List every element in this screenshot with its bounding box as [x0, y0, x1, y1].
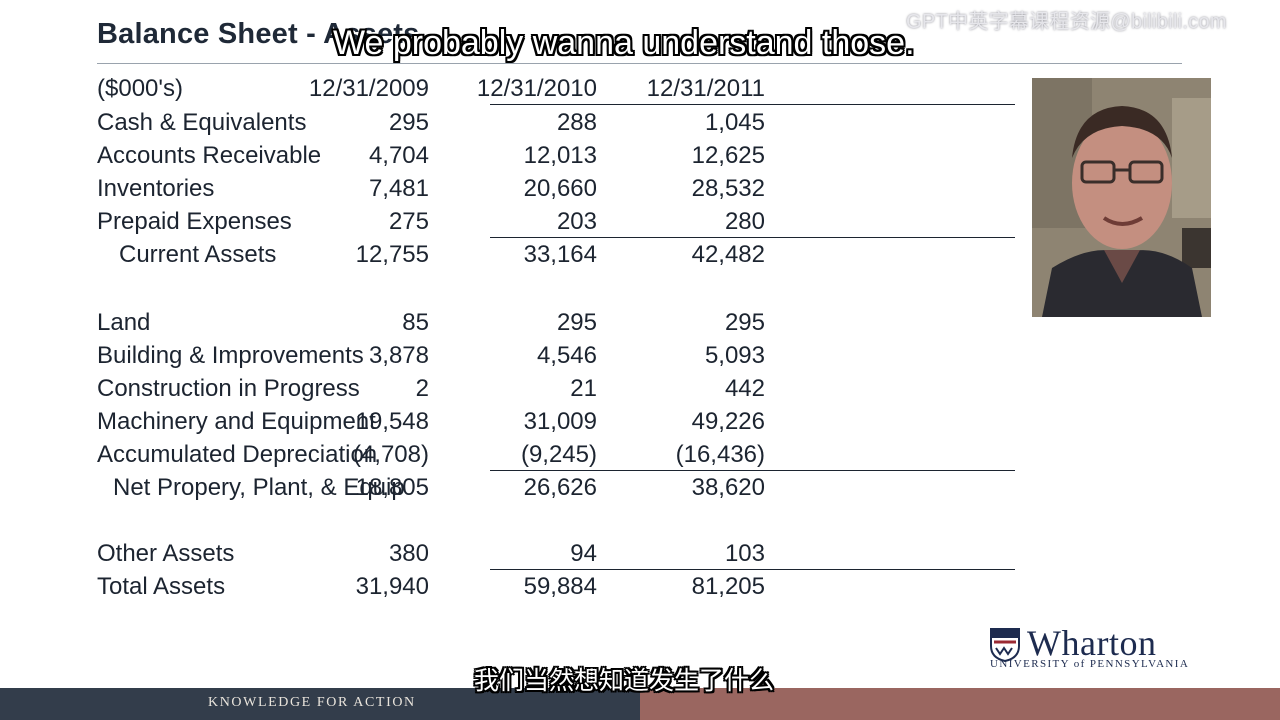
- table-row: Land 85 295 295: [0, 306, 1030, 339]
- row-value: 380: [388, 540, 429, 567]
- presenter-webcam-icon: [1032, 78, 1211, 317]
- row-value: 19,548: [355, 408, 429, 435]
- footer-bar-left: [0, 688, 640, 720]
- row-label: Net Propery, Plant, & Equip: [113, 474, 405, 501]
- row-value: 26,626: [523, 474, 597, 501]
- column-header: 12/31/2010: [476, 75, 597, 102]
- row-value: 28,532: [691, 175, 765, 202]
- row-value: 288: [556, 109, 597, 136]
- row-value: 295: [724, 309, 765, 336]
- subtotal-row: Current Assets 12,755 33,164 42,482: [0, 238, 1030, 271]
- row-value: 81,205: [691, 573, 765, 600]
- row-label: Machinery and Equipment: [97, 408, 376, 435]
- row-value: (4,708): [352, 441, 429, 468]
- penn-shield-icon: [990, 628, 1020, 662]
- subtotal-rule: [490, 237, 1015, 238]
- units-label: ($000's): [97, 75, 183, 102]
- table-row: Prepaid Expenses 275 203 280: [0, 205, 1030, 238]
- row-value: 203: [556, 208, 597, 235]
- footer-bar-right: [640, 688, 1280, 720]
- row-value: 49,226: [691, 408, 765, 435]
- row-value: 295: [556, 309, 597, 336]
- row-value: 12,013: [523, 142, 597, 169]
- row-value: 4,546: [536, 342, 597, 369]
- row-label: Prepaid Expenses: [97, 208, 292, 235]
- title-divider: [97, 63, 1182, 64]
- row-value: (16,436): [675, 441, 765, 468]
- row-value: 12,625: [691, 142, 765, 169]
- row-value: 4,704: [368, 142, 429, 169]
- table-row: Inventories 7,481 20,660 28,532: [0, 172, 1030, 205]
- row-value: 33,164: [523, 241, 597, 268]
- row-value: 59,884: [523, 573, 597, 600]
- total-row: Total Assets 31,940 59,884 81,205: [0, 570, 1030, 603]
- row-value: 3,878: [368, 342, 429, 369]
- row-value: 21: [570, 375, 597, 402]
- table-header-row: ($000's) 12/31/2009 12/31/2010 12/31/201…: [0, 72, 1030, 105]
- watermark: GPT中英字幕课程资源@bilibili.com: [906, 11, 1227, 33]
- total-rule: [490, 569, 1015, 570]
- row-value: 18,805: [355, 474, 429, 501]
- row-value: 275: [388, 208, 429, 235]
- row-value: 2: [415, 375, 429, 402]
- row-value: 280: [724, 208, 765, 235]
- row-label: Other Assets: [97, 540, 235, 567]
- row-value: 442: [724, 375, 765, 402]
- row-value: 103: [724, 540, 765, 567]
- row-label: Total Assets: [97, 573, 226, 600]
- row-value: 7,481: [368, 175, 429, 202]
- presenter-webcam: [1032, 78, 1211, 317]
- row-value: (9,245): [520, 441, 597, 468]
- row-value: 38,620: [691, 474, 765, 501]
- table-row: Accumulated Depreciation (4,708) (9,245)…: [0, 438, 1030, 471]
- row-value: 295: [388, 109, 429, 136]
- chinese-subtitle: 我们当然想知道发生了什么: [474, 666, 775, 695]
- row-value: 5,093: [704, 342, 765, 369]
- row-label: Accumulated Depreciation: [97, 441, 378, 468]
- column-header: 12/31/2009: [308, 75, 429, 102]
- column-header: 12/31/2011: [646, 75, 765, 102]
- table-row: Cash & Equivalents 295 288 1,045: [0, 106, 1030, 139]
- wharton-logo: Wharton UNIVERSITY of PENNSYLVANIA: [990, 623, 1190, 674]
- row-value: 85: [402, 309, 429, 336]
- wharton-subtitle: UNIVERSITY of PENNSYLVANIA: [990, 658, 1190, 670]
- subtotal-row: Net Propery, Plant, & Equip 18,805 26,62…: [0, 471, 1030, 504]
- row-value: 42,482: [691, 241, 765, 268]
- footer-tagline: KNOWLEDGE FOR ACTION: [208, 695, 416, 710]
- row-value: 94: [570, 540, 597, 567]
- subtotal-rule: [490, 470, 1015, 471]
- row-label: Building & Improvements: [97, 342, 364, 369]
- table-row: Building & Improvements 3,878 4,546 5,09…: [0, 339, 1030, 372]
- row-value: 20,660: [523, 175, 597, 202]
- row-value: 1,045: [704, 109, 765, 136]
- row-label: Cash & Equivalents: [97, 109, 307, 136]
- row-value: 31,940: [355, 573, 429, 600]
- row-label: Current Assets: [119, 241, 277, 268]
- table-row: Other Assets 380 94 103: [0, 537, 1030, 570]
- table-row: Machinery and Equipment 19,548 31,009 49…: [0, 405, 1030, 438]
- row-label: Accounts Receivable: [97, 142, 322, 169]
- row-label: Inventories: [97, 175, 215, 202]
- row-label: Construction in Progress: [97, 375, 360, 402]
- table-row: Accounts Receivable 4,704 12,013 12,625: [0, 139, 1030, 172]
- slide-title: Balance Sheet - Assets: [97, 18, 420, 50]
- header-underline: [490, 104, 1015, 105]
- table-row: Construction in Progress 2 21 442: [0, 372, 1030, 405]
- row-label: Land: [97, 309, 151, 336]
- wharton-wordmark: Wharton: [1027, 623, 1157, 663]
- row-value: 12,755: [355, 241, 429, 268]
- english-subtitle: We probably wanna understand those.: [333, 24, 915, 62]
- row-value: 31,009: [523, 408, 597, 435]
